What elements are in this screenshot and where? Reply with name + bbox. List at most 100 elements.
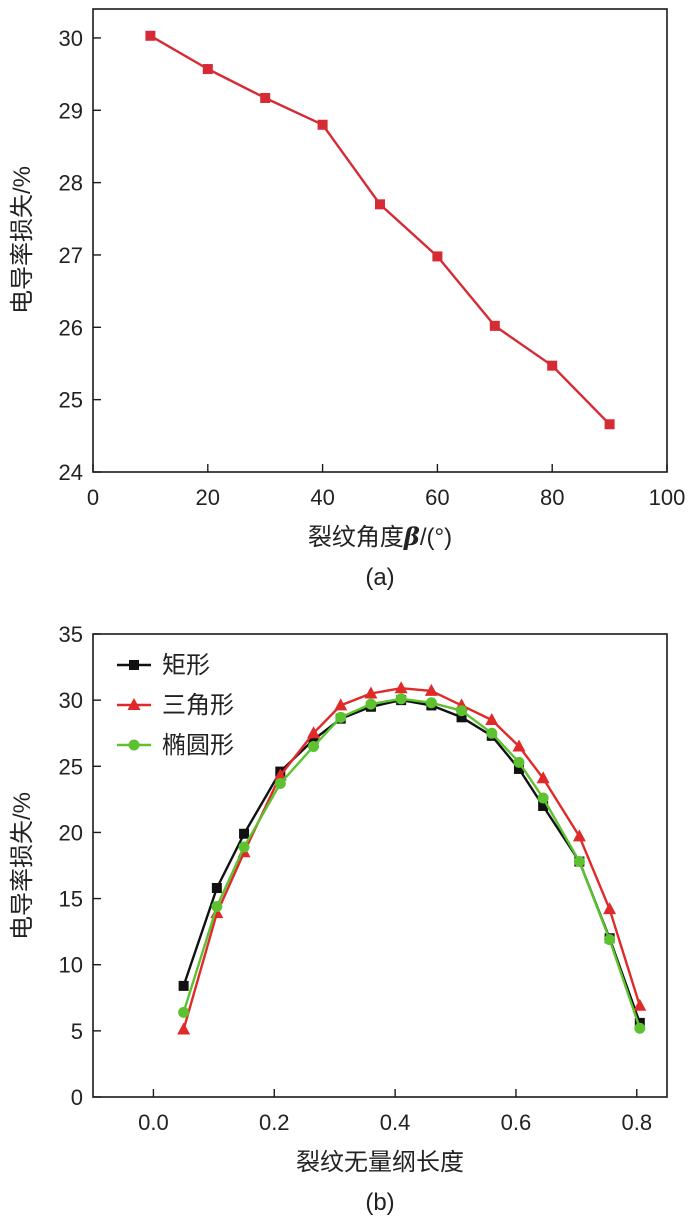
x-tick-label: 20 bbox=[196, 485, 220, 510]
x-tick-label: 0 bbox=[87, 485, 99, 510]
chart-a-tick-labels: 0 20 40 60 80 100 24 25 26 27 28 29 30 bbox=[59, 26, 686, 510]
data-point bbox=[375, 199, 385, 210]
data-point bbox=[537, 792, 549, 804]
y-tick-label: 0 bbox=[71, 1085, 83, 1110]
data-point bbox=[273, 768, 287, 781]
x-tick-label: 0.6 bbox=[501, 1110, 532, 1135]
data-point bbox=[513, 756, 525, 768]
y-tick-label: 29 bbox=[59, 98, 83, 123]
data-point bbox=[211, 882, 222, 893]
data-point bbox=[365, 698, 377, 710]
x-tick-label: 0.4 bbox=[380, 1110, 411, 1135]
chart-b-tick-labels: 0.0 0.2 0.4 0.6 0.8 0 5 10 15 20 25 30 35 bbox=[59, 622, 653, 1135]
data-point bbox=[547, 360, 558, 371]
data-point bbox=[603, 902, 617, 915]
series-0 bbox=[145, 30, 615, 430]
data-point bbox=[239, 828, 250, 839]
data-point bbox=[486, 727, 498, 739]
chart-a-frame bbox=[92, 8, 668, 473]
data-point bbox=[456, 712, 467, 723]
data-point bbox=[604, 934, 616, 946]
data-point bbox=[538, 800, 549, 811]
x-tick-label: 80 bbox=[540, 485, 564, 510]
data-point bbox=[573, 856, 585, 868]
y-tick-label: 15 bbox=[59, 887, 83, 912]
legend-marker bbox=[128, 739, 140, 751]
data-point bbox=[307, 726, 321, 739]
data-point bbox=[274, 777, 286, 789]
data-point bbox=[335, 711, 347, 723]
chart-a-ticks bbox=[92, 37, 668, 473]
x-tick-label: 0.8 bbox=[621, 1110, 652, 1135]
y-tick-label: 24 bbox=[59, 460, 83, 485]
y-tick-label: 30 bbox=[59, 688, 83, 713]
data-point bbox=[604, 419, 615, 430]
y-tick-label: 28 bbox=[59, 171, 83, 196]
y-tick-label: 35 bbox=[59, 622, 83, 647]
data-point bbox=[633, 998, 647, 1011]
legend-item: 三角形 bbox=[117, 692, 234, 719]
data-point bbox=[177, 1022, 191, 1035]
data-point bbox=[424, 683, 438, 696]
data-point bbox=[634, 1022, 646, 1034]
data-point bbox=[334, 698, 348, 711]
series-2 bbox=[178, 693, 646, 1034]
data-point bbox=[317, 119, 328, 130]
legend-label: 矩形 bbox=[162, 652, 210, 679]
data-point bbox=[456, 705, 468, 717]
y-tick-label: 27 bbox=[59, 243, 83, 268]
chart-a-ylabel: 电导率损失/% bbox=[9, 166, 36, 314]
chart-a-xlabel-unit: /(°) bbox=[420, 524, 452, 551]
x-tick-label: 0.2 bbox=[259, 1110, 290, 1135]
chart-a-xlabel-text: 裂纹角度 bbox=[308, 524, 404, 551]
legend-label: 三角形 bbox=[162, 692, 234, 719]
data-point bbox=[178, 1006, 190, 1018]
y-tick-label: 20 bbox=[59, 820, 83, 845]
data-point bbox=[432, 251, 443, 262]
chart-a: 0 20 40 60 80 100 24 25 26 27 28 29 30 电导率损失/% 裂纹角度β… bbox=[9, 8, 686, 591]
y-tick-label: 26 bbox=[59, 315, 83, 340]
chart-b-frame bbox=[92, 633, 668, 1098]
x-tick-label: 60 bbox=[425, 485, 449, 510]
data-point bbox=[178, 980, 189, 991]
data-point bbox=[425, 697, 437, 709]
series-line bbox=[149, 34, 611, 426]
legend-item: 椭圆形 bbox=[117, 732, 234, 759]
x-tick-label: 100 bbox=[649, 485, 686, 510]
chart-b-xlabel: 裂纹无量纲长度 bbox=[296, 1149, 464, 1176]
series-line bbox=[182, 687, 641, 1030]
data-point bbox=[394, 681, 408, 694]
chart-b-ylabel: 电导率损失/% bbox=[9, 792, 36, 940]
x-tick-label: 0.0 bbox=[138, 1110, 169, 1135]
data-point bbox=[211, 901, 223, 913]
data-point bbox=[145, 30, 156, 41]
data-point bbox=[512, 739, 526, 752]
y-tick-label: 30 bbox=[59, 26, 83, 51]
data-point bbox=[260, 92, 271, 103]
data-point bbox=[536, 771, 550, 784]
legend-label: 椭圆形 bbox=[162, 732, 234, 759]
chart-a-xlabel: 裂纹角度β/(°) bbox=[308, 522, 452, 551]
legend-item: 矩形 bbox=[117, 652, 210, 679]
y-tick-label: 5 bbox=[71, 1019, 83, 1044]
data-point bbox=[202, 64, 213, 75]
y-tick-label: 25 bbox=[59, 388, 83, 413]
series-line bbox=[182, 697, 641, 1029]
series-line bbox=[182, 698, 641, 1024]
legend-marker bbox=[129, 660, 139, 670]
data-point bbox=[364, 686, 378, 699]
chart-b-caption: (b) bbox=[365, 1189, 394, 1216]
data-point bbox=[485, 712, 499, 725]
data-point bbox=[395, 693, 407, 705]
data-point bbox=[572, 829, 586, 842]
chart-b-ticks bbox=[93, 633, 638, 1098]
legend-marker bbox=[127, 698, 141, 710]
y-tick-label: 10 bbox=[59, 953, 83, 978]
chart-b-series bbox=[177, 681, 647, 1035]
data-point bbox=[513, 763, 524, 774]
data-point bbox=[238, 841, 250, 853]
y-tick-label: 25 bbox=[59, 754, 83, 779]
chart-a-xlabel-symbol: β bbox=[403, 522, 420, 551]
x-tick-label: 40 bbox=[310, 485, 334, 510]
